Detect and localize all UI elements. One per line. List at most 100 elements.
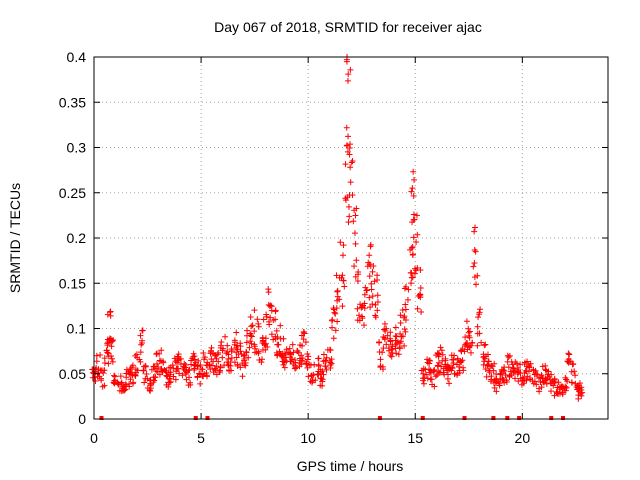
data-point xyxy=(105,360,112,367)
data-point xyxy=(473,281,480,288)
data-point xyxy=(188,357,195,364)
data-point xyxy=(404,296,411,303)
data-point xyxy=(418,367,425,374)
data-point xyxy=(578,392,585,399)
data-point xyxy=(562,387,569,394)
data-point xyxy=(346,213,353,220)
data-point xyxy=(265,301,272,308)
data-point xyxy=(506,352,513,359)
data-point xyxy=(466,334,473,341)
data-point xyxy=(108,352,115,359)
data-point xyxy=(413,212,420,219)
data-point xyxy=(197,380,204,387)
data-point xyxy=(438,347,445,354)
data-point xyxy=(364,287,371,294)
y-tick-label: 0.35 xyxy=(59,94,86,110)
data-point xyxy=(209,362,216,369)
data-point xyxy=(471,246,478,253)
data-point xyxy=(397,312,404,319)
data-point xyxy=(277,322,284,329)
data-point xyxy=(368,286,375,293)
data-point xyxy=(349,158,356,165)
data-point xyxy=(369,268,376,275)
data-point xyxy=(108,355,115,362)
data-point xyxy=(402,306,409,313)
data-point xyxy=(408,244,415,251)
data-point xyxy=(179,372,186,379)
data-point xyxy=(320,351,327,358)
data-point xyxy=(273,327,280,334)
data-point xyxy=(322,363,329,370)
data-point xyxy=(462,334,469,341)
data-point xyxy=(259,356,266,363)
data-point xyxy=(228,348,235,355)
data-point xyxy=(449,365,456,372)
data-point xyxy=(491,384,498,391)
zero-marker xyxy=(99,416,104,420)
data-point xyxy=(579,389,586,396)
data-point xyxy=(401,285,408,292)
data-point xyxy=(107,308,114,315)
data-point xyxy=(156,357,163,364)
data-point xyxy=(569,361,576,368)
data-point xyxy=(530,367,537,374)
data-point xyxy=(99,383,106,390)
data-point xyxy=(369,293,376,300)
data-point xyxy=(228,355,235,362)
x-axis-label: GPS time / hours xyxy=(297,458,404,474)
x-tick-label: 5 xyxy=(197,430,205,446)
data-point xyxy=(147,387,154,394)
data-point xyxy=(389,341,396,348)
data-point xyxy=(103,347,110,354)
data-point xyxy=(341,283,348,290)
x-tick-labels: 0 5 10 15 20 xyxy=(90,430,530,446)
data-point xyxy=(167,378,174,385)
data-point xyxy=(121,386,128,393)
data-point xyxy=(562,374,569,381)
data-point xyxy=(424,375,431,382)
data-point xyxy=(200,349,207,356)
zero-marker xyxy=(491,416,496,420)
data-point xyxy=(334,287,341,294)
data-point xyxy=(513,360,520,367)
data-point xyxy=(368,280,375,287)
data-point xyxy=(141,379,148,386)
data-point xyxy=(387,338,394,345)
data-point xyxy=(153,350,160,357)
data-point xyxy=(488,362,495,369)
zero-marker xyxy=(505,416,510,420)
data-point xyxy=(348,159,355,166)
data-point xyxy=(359,315,366,322)
data-point xyxy=(523,377,530,384)
data-point xyxy=(127,376,134,383)
data-point xyxy=(332,327,339,334)
data-point xyxy=(545,368,552,375)
data-point xyxy=(458,347,465,354)
data-point xyxy=(243,339,250,346)
data-point xyxy=(377,356,384,363)
data-point xyxy=(142,375,149,382)
data-point xyxy=(308,373,315,380)
data-point xyxy=(409,274,416,281)
data-point xyxy=(542,362,549,369)
data-point xyxy=(560,384,567,391)
data-point xyxy=(427,369,434,376)
data-point xyxy=(109,358,116,365)
data-point xyxy=(353,257,360,264)
data-point xyxy=(247,338,254,345)
data-point xyxy=(255,323,262,330)
data-point xyxy=(318,375,325,382)
data-point xyxy=(147,385,154,392)
data-point xyxy=(246,344,253,351)
data-point xyxy=(233,354,240,361)
data-point xyxy=(329,324,336,331)
data-point xyxy=(354,305,361,312)
data-point xyxy=(347,179,354,186)
data-point xyxy=(140,367,147,374)
data-point xyxy=(457,358,464,365)
data-point xyxy=(223,350,230,357)
data-point xyxy=(417,266,424,273)
data-point xyxy=(265,318,272,325)
data-point xyxy=(132,366,139,373)
data-point xyxy=(340,252,347,259)
